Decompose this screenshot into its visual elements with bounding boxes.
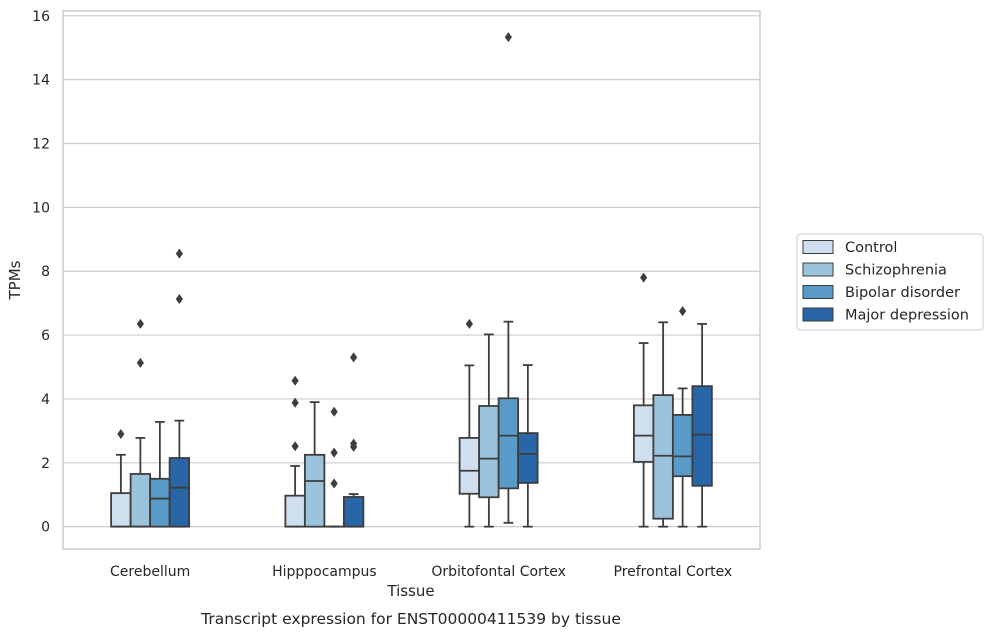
box-element [691,323,713,528]
box-iqr [284,494,306,528]
box-iqr [478,405,500,499]
y-tick-label: 8 [41,264,50,280]
series-control [110,272,655,528]
box-iqr [652,394,674,520]
y-tick-label: 4 [41,392,50,408]
box-element [110,429,132,528]
plot-frame [62,10,761,550]
box-iqr [110,492,132,528]
box-iqr [303,453,326,528]
y-tick-label: 10 [32,200,50,216]
outlier-point [136,318,144,329]
legend-swatch [802,285,834,299]
chart-caption: Transcript expression for ENST0000041153… [200,610,621,628]
y-tick-labels: 0 2 4 6 8 10 12 14 16 [32,9,50,536]
box-iqr [691,385,713,487]
outlier-point [291,375,299,386]
legend: Control Schizophrenia Bipolar disorder Majo… [796,233,984,331]
box-element [342,352,365,528]
y-axis-label: TPMs [6,260,24,300]
outlier-point [175,248,183,259]
box-element [478,333,500,528]
series-schizophrenia [129,318,674,528]
box-iqr [517,432,539,484]
box-series [110,32,713,528]
outlier-point [504,32,512,43]
box-element [652,321,674,528]
box-element [517,364,539,528]
box-element [129,318,152,528]
box-element [497,32,520,524]
outlier-point [330,478,338,489]
x-tick-label: Cerebellum [110,564,190,580]
y-tick-label: 6 [41,328,50,344]
box-iqr [149,477,171,528]
outlier-point [291,397,299,408]
legend-swatch [802,240,834,254]
x-tick-label: Prefrontal Cortex [614,564,733,580]
box-element [458,318,481,528]
x-tick-label: Orbitofontal Cortex [431,564,566,580]
outlier-point [350,438,358,449]
box-iqr [632,404,655,463]
y-tick-label: 12 [32,137,50,153]
box-iqr [129,473,152,528]
outlier-point [350,352,358,363]
x-tick-label: Hipppocampus [272,564,377,580]
x-tick-labels: Cerebellum Hipppocampus Orbitofontal Corte… [110,564,732,580]
legend-label: Control [845,240,897,256]
series-major-depression [168,248,713,528]
legend-swatch [802,307,834,322]
series-bipolar-disorder [149,32,694,528]
legend-frame [796,233,984,331]
outlier-point [679,306,687,317]
box-iqr [497,397,520,490]
outlier-point [640,272,648,283]
box-element [632,272,655,528]
outlier-point [291,441,299,452]
box-iqr [342,496,365,528]
legend-swatch [802,262,834,277]
outlier-point [465,318,473,329]
outlier-point [175,293,183,304]
x-axis-label: Tissue [386,582,434,600]
box-element [303,401,326,528]
outlier-point [136,357,144,368]
legend-label: Schizophrenia [845,263,947,279]
legend-label: Major depression [845,308,969,324]
y-tick-label: 2 [41,456,50,472]
y-tick-label: 14 [32,73,50,89]
box-iqr [458,436,481,495]
y-tick-label: 16 [32,9,50,25]
box-element [671,306,694,528]
box-iqr [671,413,694,478]
box-iqr [168,457,191,528]
box-element [323,406,345,528]
outlier-point [330,406,338,417]
legend-label: Bipolar disorder [845,285,960,301]
outlier-point [330,447,338,458]
y-tick-label: 0 [41,520,50,536]
outlier-point [117,429,125,440]
box-element [149,421,171,528]
box-element [168,248,191,528]
